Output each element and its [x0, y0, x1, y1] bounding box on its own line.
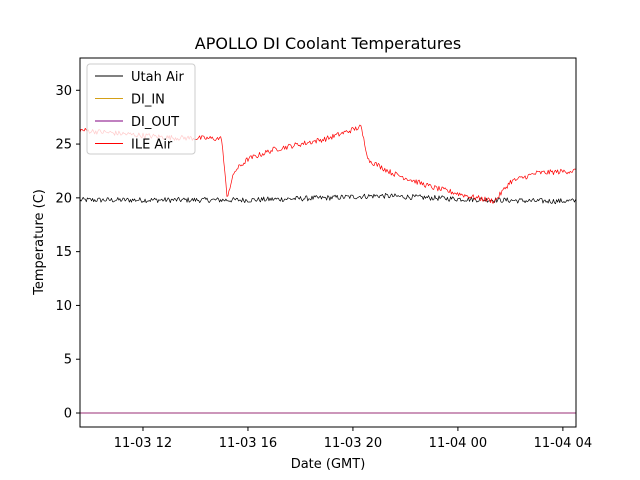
y-tick-label: 0: [64, 407, 72, 422]
y-tick-label: 25: [55, 138, 72, 153]
y-tick-label: 30: [55, 84, 72, 99]
y-tick-label: 5: [64, 353, 72, 368]
x-tick-label: 11-04 04: [534, 436, 592, 451]
y-tick-label: 15: [55, 245, 72, 260]
legend-label: DI_IN: [131, 93, 165, 108]
y-tick-label: 10: [55, 299, 72, 314]
legend-box: [86, 63, 196, 155]
legend-label: Utah Air: [131, 70, 184, 85]
x-tick-label: 11-03 20: [324, 436, 382, 451]
x-axis-label: Date (GMT): [291, 457, 366, 472]
series-line-3: [80, 124, 576, 204]
y-axis: 0 5 10 15 20 25 30: [55, 84, 80, 422]
legend-label: ILE Air: [131, 138, 173, 153]
x-axis: 11-03 12 11-03 16 11-03 20 11-04 00 11-04 04: [114, 427, 592, 451]
y-axis-label: Temperature (C): [32, 189, 47, 296]
plot-frame: [79, 57, 577, 428]
x-tick-label: 11-03 12: [114, 436, 172, 451]
chart-title: APOLLO DI Coolant Temperatures: [195, 34, 461, 53]
y-tick-label: 20: [55, 191, 72, 206]
legend-label: DI_OUT: [131, 115, 179, 130]
series-line-0: [80, 192, 576, 205]
x-tick-label: 11-03 16: [219, 436, 277, 451]
x-tick-label: 11-04 00: [429, 436, 487, 451]
series-lines: [80, 124, 576, 414]
legend: Utah Air DI_IN DI_OUT ILE Air: [86, 63, 196, 155]
